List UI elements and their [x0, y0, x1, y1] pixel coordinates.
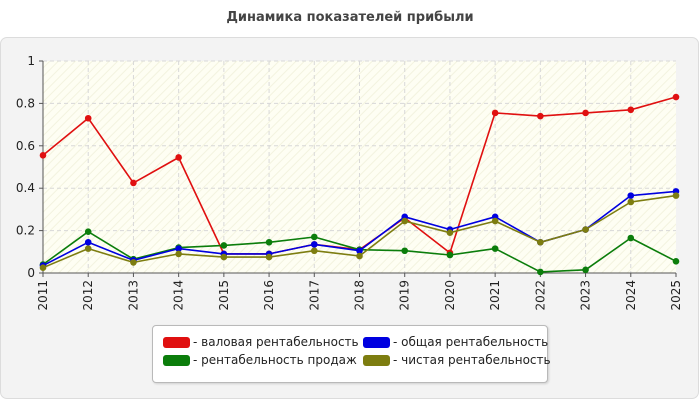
legend-label: - валовая рентабельность [193, 335, 359, 349]
data-point [672, 93, 680, 101]
legend-swatch [163, 354, 190, 366]
data-point [672, 258, 680, 265]
legend-item-sales-margin: - рентабельность продаж [163, 353, 357, 367]
data-point [627, 106, 635, 114]
x-tick-label: 2017 [307, 280, 321, 311]
data-point [130, 259, 137, 266]
data-point [582, 226, 589, 233]
legend-label: - чистая рентабельность [393, 353, 551, 367]
y-tick-label: 0.2 [16, 224, 35, 238]
data-point [672, 192, 680, 199]
x-tick-label: 2012 [81, 280, 95, 311]
data-point [401, 247, 409, 255]
y-tick-label: 1 [27, 54, 35, 68]
x-tick-label: 2016 [262, 280, 276, 311]
x-tick-label: 2018 [353, 280, 367, 311]
data-point [356, 247, 363, 255]
data-point [84, 238, 92, 246]
data-point [582, 109, 589, 117]
axes [39, 60, 677, 277]
grid [43, 60, 676, 273]
legend-label: - рентабельность продаж [193, 353, 357, 367]
data-point [84, 228, 92, 235]
data-point [537, 238, 544, 246]
x-tick-label: 2020 [443, 280, 457, 311]
x-tick-labels: 2011 2012 2013 2014 2015 2016 2017 2018 2019 2020… [36, 280, 683, 311]
data-point [582, 266, 589, 274]
x-tick-label: 2019 [398, 280, 412, 311]
data-point [627, 234, 635, 242]
x-tick-label: 2025 [669, 280, 683, 311]
y-tick-label: 0.4 [16, 181, 35, 195]
data-point [265, 253, 273, 261]
legend-item-net-margin: - чистая рентабельность [363, 353, 551, 367]
data-point [220, 253, 228, 261]
series-group [39, 93, 680, 276]
legend-item-total-margin: - общая рентабельность [363, 335, 548, 349]
data-point [446, 229, 454, 237]
data-point [537, 112, 544, 120]
data-point [84, 114, 92, 122]
data-point [265, 238, 273, 246]
data-point [310, 241, 318, 248]
data-point [627, 198, 635, 206]
legend-label: - общая рентабельность [393, 335, 549, 349]
data-point [84, 245, 92, 252]
x-tick-label: 2021 [488, 280, 502, 311]
data-point [220, 242, 228, 249]
legend-swatch [363, 336, 390, 348]
data-point [627, 192, 635, 199]
y-tick-label: 0.8 [16, 96, 35, 110]
data-point [310, 233, 318, 241]
x-tick-label: 2011 [36, 280, 50, 311]
data-point [39, 264, 47, 272]
data-point [401, 217, 409, 225]
x-tick-label: 2024 [624, 280, 638, 311]
legend-swatch [363, 354, 390, 366]
y-tick-label: 0.6 [16, 139, 35, 153]
legend-swatch [163, 336, 190, 348]
x-tick-label: 2023 [579, 280, 593, 311]
data-point [491, 109, 499, 117]
y-tick-labels: 0 0.2 0.4 0.6 0.8 1 [16, 54, 35, 280]
data-point [446, 251, 454, 259]
data-point [175, 245, 182, 252]
x-tick-label: 2022 [533, 280, 547, 311]
series-4 [39, 192, 680, 272]
data-point [39, 152, 47, 159]
data-point [491, 245, 499, 252]
data-point [175, 250, 182, 258]
data-point [175, 154, 182, 161]
x-tick-label: 2015 [217, 280, 231, 311]
x-tick-label: 2013 [126, 280, 140, 311]
legend-item-gross-margin: - валовая рентабельность [163, 335, 359, 349]
data-point [310, 247, 318, 255]
data-point [356, 252, 363, 260]
x-tick-label: 2014 [172, 280, 186, 311]
data-point [537, 268, 544, 276]
chart-title: Динамика показателей прибыли [226, 10, 474, 25]
data-point [491, 217, 499, 225]
legend: - валовая рентабельность - общая рентабе… [152, 325, 551, 383]
data-point [130, 179, 137, 187]
y-tick-label: 0 [27, 266, 35, 280]
